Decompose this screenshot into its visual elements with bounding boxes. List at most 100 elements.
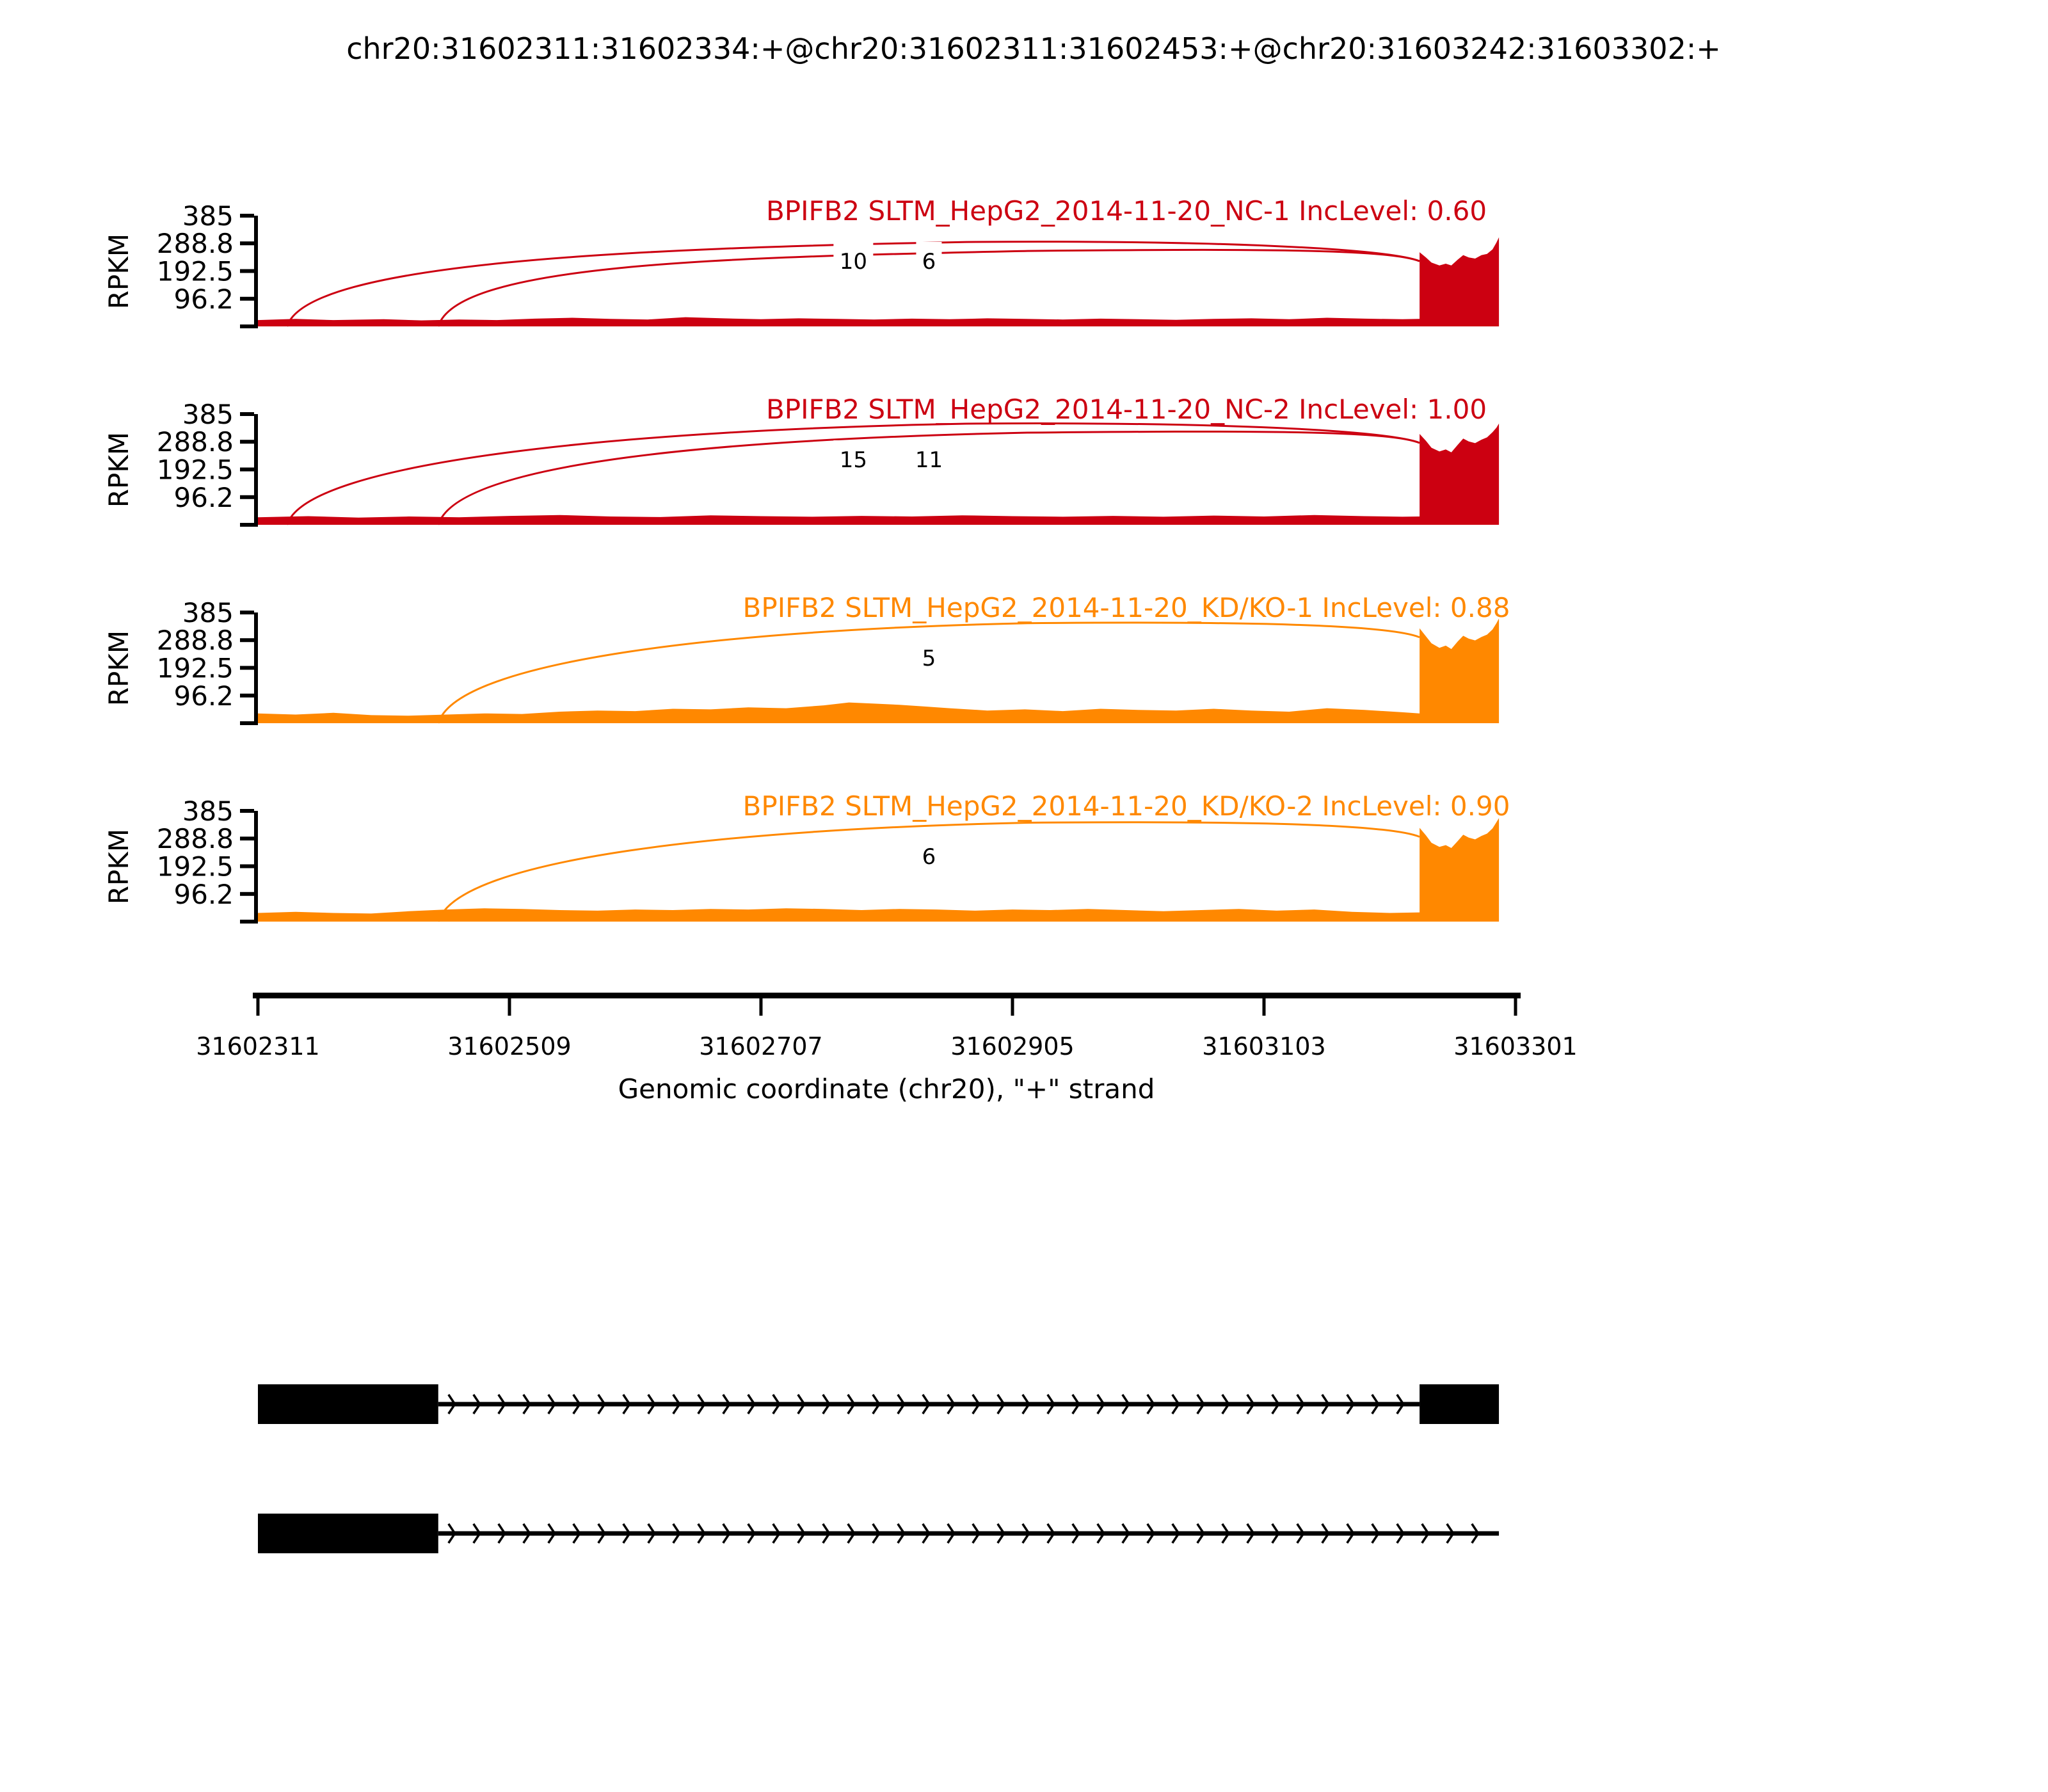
x-axis-title: Genomic coordinate (chr20), "+" strand <box>618 1073 1155 1105</box>
strand-arrow-icon <box>1346 1394 1355 1414</box>
strand-arrow-icon <box>1221 1523 1230 1544</box>
strand-arrow-icon <box>922 1523 931 1544</box>
strand-arrow-icon <box>672 1523 681 1544</box>
strand-arrow-icon <box>1321 1394 1330 1414</box>
strand-arrow-icon <box>1371 1394 1380 1414</box>
y-axis-tick <box>240 721 254 725</box>
strand-arrow-icon <box>697 1523 706 1544</box>
junction-arc <box>437 248 1420 327</box>
y-axis-tick <box>240 467 254 472</box>
strand-arrow-icon <box>747 1394 756 1414</box>
strand-arrow-icon <box>897 1394 906 1414</box>
y-tick-label: 385 <box>182 399 234 430</box>
strand-arrow-icon <box>722 1394 731 1414</box>
y-axis-title: RPKM <box>103 829 134 904</box>
strand-arrow-icon <box>647 1394 656 1414</box>
y-axis-tick <box>240 523 254 527</box>
junction-count-bg <box>916 837 942 876</box>
y-axis-title: RPKM <box>103 432 134 508</box>
y-axis-tick <box>240 611 254 614</box>
y-axis-spine <box>254 612 258 725</box>
strand-arrow-icon <box>996 1394 1005 1414</box>
strand-arrow-icon <box>1296 1523 1305 1544</box>
isoform-row-2 <box>258 1514 1500 1553</box>
strand-arrow-icon <box>847 1394 856 1414</box>
y-axis-tick <box>240 440 254 444</box>
x-axis-tick <box>759 998 763 1016</box>
strand-arrow-icon <box>1446 1523 1455 1544</box>
strand-arrow-icon <box>822 1394 831 1414</box>
strand-arrow-icon <box>1146 1394 1155 1414</box>
junction-arc <box>437 821 1420 922</box>
strand-arrow-icon <box>1421 1523 1430 1544</box>
strand-arrow-icon <box>1171 1523 1180 1544</box>
x-axis-tick <box>1011 998 1014 1016</box>
y-axis-tick <box>240 920 254 924</box>
strand-arrow-icon <box>622 1523 631 1544</box>
strand-arrow-icon <box>572 1394 581 1414</box>
y-axis-tick <box>240 269 254 273</box>
strand-arrow-icon <box>1196 1394 1205 1414</box>
strand-arrow-icon <box>1096 1523 1105 1544</box>
junction-count-bg <box>833 440 874 479</box>
y-axis-tick <box>240 693 254 698</box>
y-axis-tick <box>240 864 254 868</box>
y-tick-label: 192.5 <box>157 454 234 486</box>
strand-arrow-icon <box>472 1394 481 1414</box>
strand-arrow-icon <box>1071 1394 1080 1414</box>
strand-arrow-icon <box>972 1394 980 1414</box>
strand-arrow-icon <box>572 1523 581 1544</box>
y-tick-label: 192.5 <box>157 256 234 287</box>
strand-arrow-icon <box>1271 1523 1280 1544</box>
x-axis-tick <box>1262 998 1266 1016</box>
strand-arrow-icon <box>1096 1394 1105 1414</box>
strand-arrow-icon <box>1271 1394 1280 1414</box>
coverage-area <box>258 818 1500 922</box>
strand-arrow-icon <box>772 1523 781 1544</box>
strand-arrow-icon <box>797 1394 806 1414</box>
strand-arrow-icon <box>472 1523 481 1544</box>
y-axis-tick <box>240 324 254 328</box>
strand-arrow-icon <box>947 1394 956 1414</box>
y-tick-label: 385 <box>182 796 234 827</box>
strand-arrow-icon <box>822 1523 831 1544</box>
x-tick-label: 31603301 <box>1453 1032 1577 1060</box>
strand-arrow-icon <box>622 1394 631 1414</box>
strand-arrow-icon <box>872 1523 881 1544</box>
strand-arrow-icon <box>1121 1523 1130 1544</box>
strand-arrow-icon <box>1071 1523 1080 1544</box>
strand-arrow-icon <box>922 1394 931 1414</box>
y-axis-tick <box>240 809 254 813</box>
strand-arrow-icon <box>1146 1523 1155 1544</box>
strand-arrow-icon <box>447 1394 456 1414</box>
strand-arrow-icon <box>647 1523 656 1544</box>
strand-arrow-icon <box>947 1523 956 1544</box>
strand-arrow-icon <box>797 1523 806 1544</box>
isoform-row-1 <box>258 1384 1500 1424</box>
strand-arrow-icon <box>522 1523 531 1544</box>
strand-arrow-icon <box>597 1523 606 1544</box>
junction-count-bg <box>916 639 942 677</box>
strand-arrow-icon <box>1171 1394 1180 1414</box>
junction-count-bg <box>909 440 949 479</box>
y-axis-tick <box>240 214 254 218</box>
y-axis-tick <box>240 836 254 841</box>
y-tick-label: 96.2 <box>173 680 234 712</box>
strand-arrow-icon <box>547 1394 556 1414</box>
coverage-area <box>258 423 1500 525</box>
exon-box <box>258 1384 438 1424</box>
x-axis-line <box>253 993 1521 998</box>
junction-count-label: 6 <box>922 844 936 870</box>
y-axis-tick <box>240 412 254 416</box>
x-axis-tick <box>508 998 511 1016</box>
y-axis-tick <box>240 666 254 670</box>
junction-count-bg <box>916 242 942 280</box>
y-axis-title: RPKM <box>103 630 134 706</box>
